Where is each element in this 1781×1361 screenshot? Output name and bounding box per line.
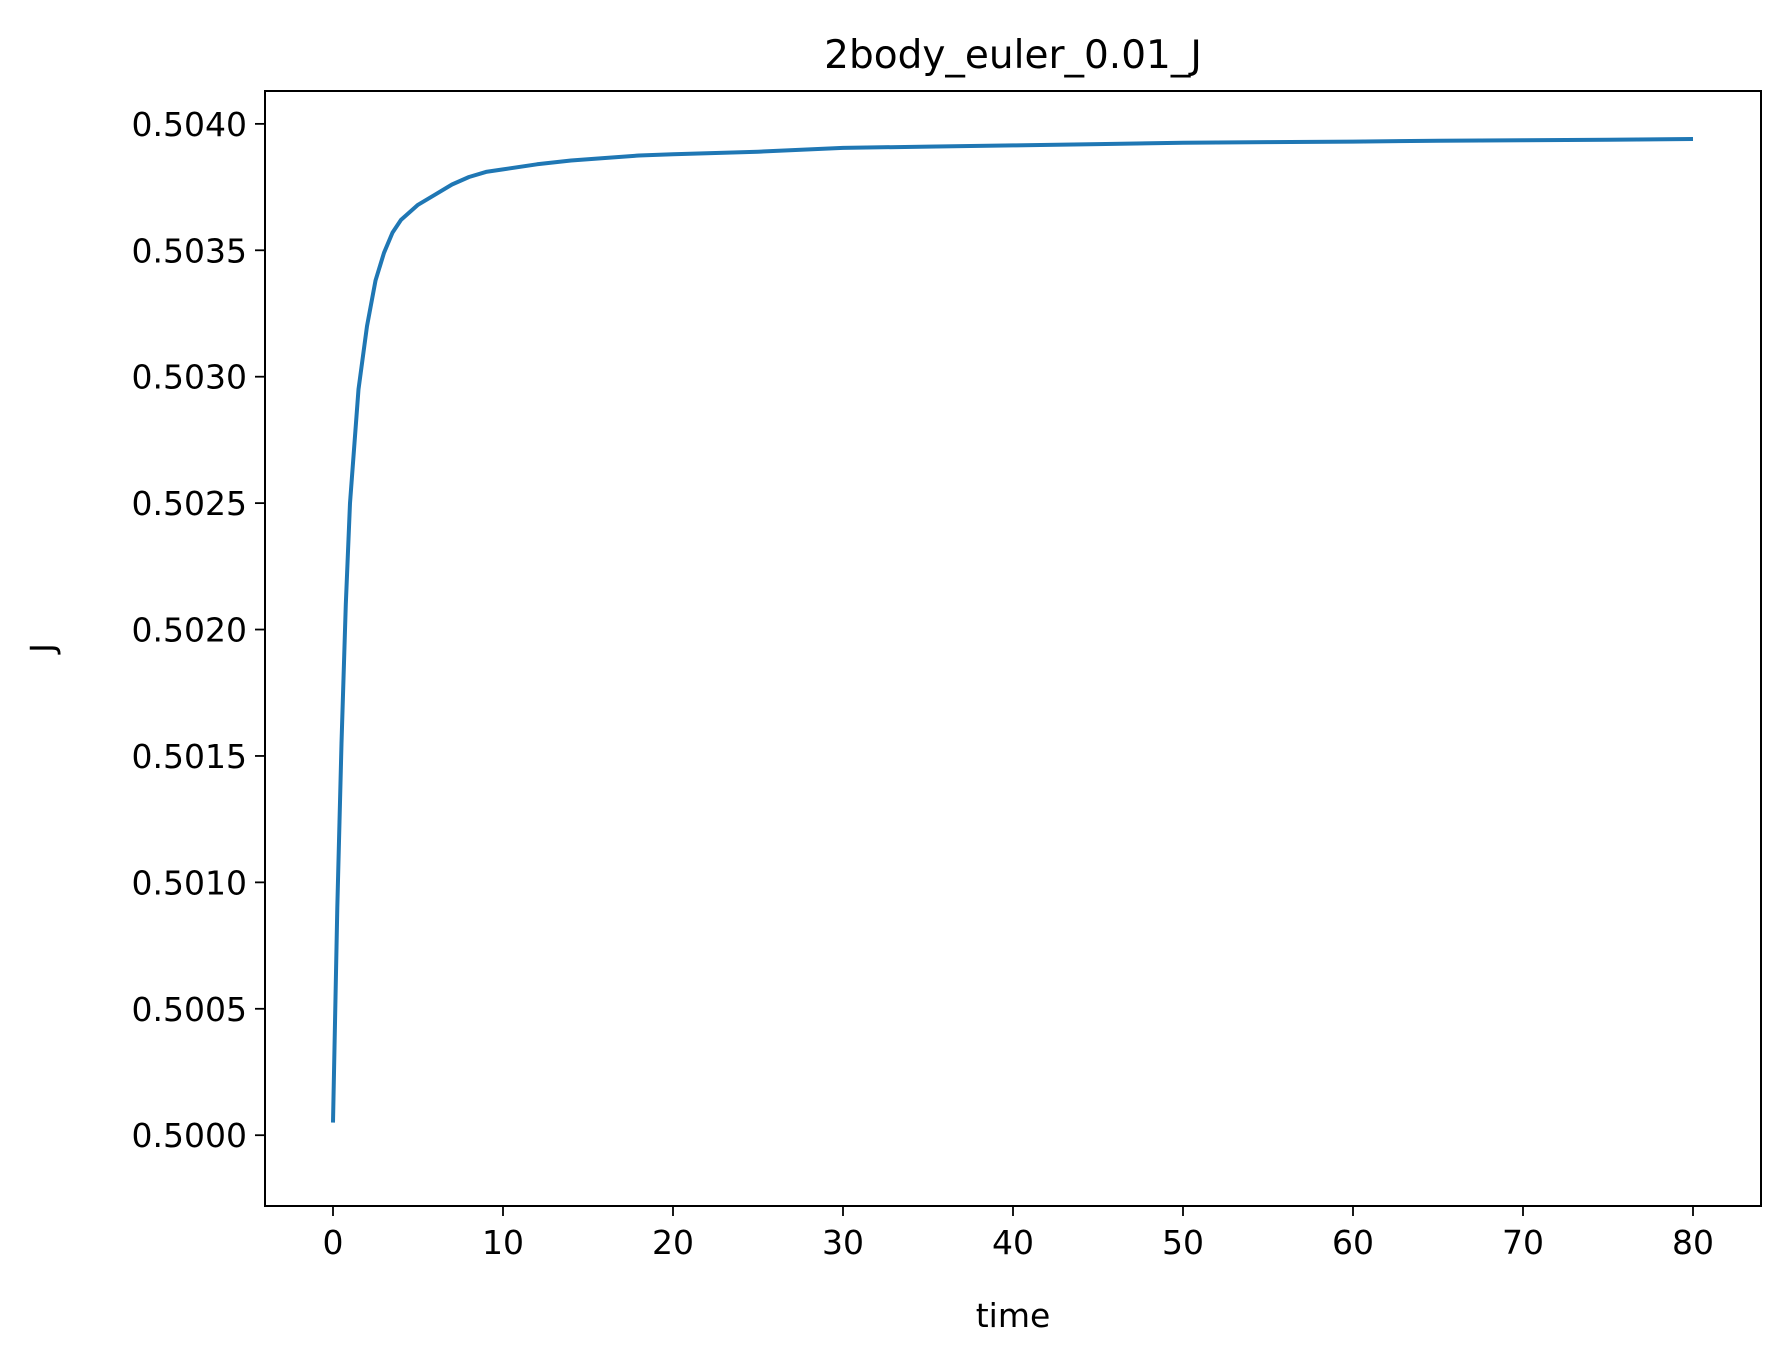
y-tick-label: 0.5015	[132, 737, 247, 776]
x-tick-label: 30	[822, 1223, 864, 1262]
series-line	[331, 137, 1694, 1123]
y-tick-label: 0.5030	[132, 358, 247, 397]
plot-area	[265, 91, 1761, 1206]
x-tick-label: 60	[1332, 1223, 1374, 1262]
x-tick-label: 40	[992, 1223, 1034, 1262]
y-tick-label: 0.5000	[132, 1116, 247, 1155]
x-tick-label: 50	[1162, 1223, 1204, 1262]
y-tick-label: 0.5020	[132, 611, 247, 650]
x-tick-label: 70	[1502, 1223, 1544, 1262]
y-tick-label: 0.5035	[132, 231, 247, 270]
x-tick-label: 0	[323, 1223, 344, 1262]
y-tick-label: 0.5005	[132, 990, 247, 1029]
chart-title: 2body_euler_0.01_J	[824, 33, 1202, 78]
x-tick-label: 10	[482, 1223, 524, 1262]
x-axis-ticks: 0 10 20 30 40 50 60 70 80	[323, 1206, 1714, 1262]
y-axis-title: J	[23, 643, 62, 655]
x-tick-label: 20	[652, 1223, 694, 1262]
y-axis-ticks: 0.5000 0.5005 0.5010 0.5015 0.5020 0.5025 0.50…	[132, 105, 265, 1155]
y-tick-label: 0.5040	[132, 105, 247, 144]
plot-frame	[264, 90, 1762, 1207]
y-tick-label: 0.5025	[132, 484, 247, 523]
x-tick-label: 80	[1672, 1223, 1714, 1262]
y-tick-label: 0.5010	[132, 863, 247, 902]
x-axis-title: time	[976, 1296, 1051, 1335]
